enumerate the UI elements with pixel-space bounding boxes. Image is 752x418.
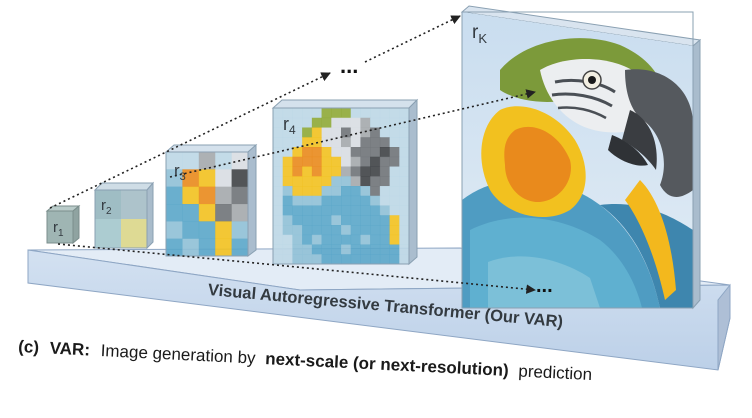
label-r4: r4 bbox=[283, 114, 296, 137]
ellipsis-bottom: ... bbox=[536, 275, 553, 297]
caption-emphasis: next-scale (or next-resolution) bbox=[265, 349, 509, 380]
caption: (c) VAR: Image generation by next-scale … bbox=[18, 337, 593, 384]
arrow-upper bbox=[49, 72, 331, 209]
scale-block-rk: rK bbox=[460, 5, 702, 310]
arrow-upper-2 bbox=[364, 15, 461, 63]
parrot-image bbox=[462, 38, 693, 308]
label-r1: r1 bbox=[53, 219, 64, 239]
label-rk: rK bbox=[472, 22, 487, 46]
caption-part2: prediction bbox=[518, 361, 593, 384]
scale-block-r3: r3 bbox=[164, 143, 258, 257]
label-r3: r3 bbox=[174, 161, 186, 183]
label-r2: r2 bbox=[101, 197, 112, 217]
scale-block-r2: r2 bbox=[93, 181, 155, 250]
caption-tag: (c) bbox=[18, 337, 40, 357]
caption-part1: Image generation by bbox=[100, 341, 256, 368]
scale-block-r1: r1 bbox=[45, 204, 81, 245]
ellipsis-top: ... bbox=[340, 53, 358, 78]
projection-arrows bbox=[49, 15, 536, 294]
platform-right-side bbox=[717, 283, 731, 371]
scale-block-r4: r4 bbox=[271, 98, 419, 266]
caption-lead: VAR: bbox=[49, 339, 90, 360]
